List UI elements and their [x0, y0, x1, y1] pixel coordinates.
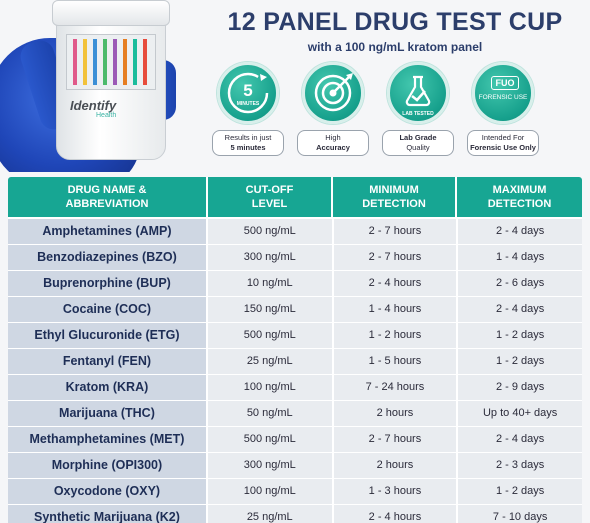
cutoff-cell: 300 ng/mL: [207, 453, 332, 478]
max-detection-cell: 2 - 9 days: [458, 375, 582, 400]
page-title: 12 PANEL DRUG TEST CUP: [227, 8, 563, 36]
badge-label: Intended For Forensic Use Only: [467, 130, 539, 156]
table-row: Ethyl Glucuronide (ETG) 500 ng/mL 1 - 2 ho…: [8, 323, 582, 348]
cutoff-cell: 25 ng/mL: [207, 349, 332, 374]
fuo-text: FUO: [491, 76, 519, 90]
max-detection-cell: Up to 40+ days: [458, 401, 582, 426]
max-detection-cell: 2 - 3 days: [458, 453, 582, 478]
table-row: Oxycodone (OXY) 100 ng/mL 1 - 3 hours 1 - 2…: [8, 479, 582, 504]
product-image: Identify Health: [0, 0, 190, 172]
min-detection-cell: 1 - 3 hours: [333, 479, 457, 504]
cutoff-cell: 500 ng/mL: [207, 323, 332, 348]
badge-accuracy: High Accuracy: [290, 62, 376, 156]
badge-icon-text: LAB TESTED: [402, 111, 434, 117]
table-row: Marijuana (THC) 50 ng/mL 2 hours Up to 40+ …: [8, 401, 582, 426]
table-row: Synthetic Marijuana (K2) 25 ng/mL 2 - 4 ho…: [8, 505, 582, 523]
header-minimum-detection: MINIMUM DETECTION: [333, 177, 457, 217]
cutoff-cell: 300 ng/mL: [207, 245, 332, 270]
table-row: Amphetamines (AMP) 500 ng/mL 2 - 7 hours 2 …: [8, 219, 582, 244]
table-row: Methamphetamines (MET) 500 ng/mL 2 - 7 hou…: [8, 427, 582, 452]
cup-brand-logo: Identify: [70, 98, 117, 113]
table-row: Morphine (OPI300) 300 ng/mL 2 hours 2 - 3 d…: [8, 453, 582, 478]
badge-forensic-use: FUO FORENSIC USE Intended For Forensic U…: [460, 62, 546, 156]
min-detection-cell: 1 - 2 hours: [333, 323, 457, 348]
drug-name-cell: Synthetic Marijuana (K2): [8, 505, 206, 523]
cutoff-cell: 500 ng/mL: [207, 219, 332, 244]
table-row: Kratom (KRA) 100 ng/mL 7 - 24 hours 2 - 9 d…: [8, 375, 582, 400]
min-detection-cell: 7 - 24 hours: [333, 375, 457, 400]
drug-name-cell: Methamphetamines (MET): [8, 427, 206, 452]
max-detection-cell: 2 - 4 days: [458, 297, 582, 322]
min-detection-cell: 2 hours: [333, 453, 457, 478]
table-row: Fentanyl (FEN) 25 ng/mL 1 - 5 hours 1 - 2 d…: [8, 349, 582, 374]
table-row: Buprenorphine (BUP) 10 ng/mL 2 - 4 hours 2 …: [8, 271, 582, 296]
badge-5-minutes: 5 MINUTES Results in just 5 minutes: [205, 62, 291, 156]
max-detection-cell: 1 - 2 days: [458, 479, 582, 504]
table-body: Amphetamines (AMP) 500 ng/mL 2 - 7 hours 2 …: [8, 217, 582, 523]
cutoff-cell: 100 ng/mL: [207, 479, 332, 504]
drug-name-cell: Buprenorphine (BUP): [8, 271, 206, 296]
drug-name-cell: Marijuana (THC): [8, 401, 206, 426]
cup-brand-sub: Health: [96, 112, 117, 119]
min-detection-cell: 1 - 5 hours: [333, 349, 457, 374]
header-cutoff-level: CUT-OFF LEVEL: [208, 177, 333, 217]
max-detection-cell: 7 - 10 days: [458, 505, 582, 523]
badge-label: High Accuracy: [297, 130, 369, 156]
target-icon: [302, 62, 364, 124]
min-detection-cell: 1 - 4 hours: [333, 297, 457, 322]
badge-label: Results in just 5 minutes: [212, 130, 284, 156]
cutoff-cell: 25 ng/mL: [207, 505, 332, 523]
drug-name-cell: Oxycodone (OXY): [8, 479, 206, 504]
cutoff-cell: 100 ng/mL: [207, 375, 332, 400]
drug-name-cell: Cocaine (COC): [8, 297, 206, 322]
badge-icon-number: 5: [243, 81, 252, 100]
fuo-subtext: FORENSIC USE: [478, 94, 528, 101]
test-strips: [66, 34, 156, 90]
badge-icon-subtext: MINUTES: [237, 101, 260, 107]
min-detection-cell: 2 - 7 hours: [333, 245, 457, 270]
table-row: Benzodiazepines (BZO) 300 ng/mL 2 - 7 hour…: [8, 245, 582, 270]
drug-name-cell: Morphine (OPI300): [8, 453, 206, 478]
drug-name-cell: Kratom (KRA): [8, 375, 206, 400]
min-detection-cell: 2 hours: [333, 401, 457, 426]
min-detection-cell: 2 - 7 hours: [333, 219, 457, 244]
drug-name-cell: Fentanyl (FEN): [8, 349, 206, 374]
cutoff-cell: 10 ng/mL: [207, 271, 332, 296]
drug-name-cell: Benzodiazepines (BZO): [8, 245, 206, 270]
max-detection-cell: 1 - 4 days: [458, 245, 582, 270]
cutoff-cell: 150 ng/mL: [207, 297, 332, 322]
table-header: DRUG NAME & ABBREVIATION CUT-OFF LEVEL MIN…: [8, 177, 582, 217]
drug-detection-table: DRUG NAME & ABBREVIATION CUT-OFF LEVEL MIN…: [8, 177, 582, 523]
drug-name-cell: Ethyl Glucuronide (ETG): [8, 323, 206, 348]
table-row: Cocaine (COC) 150 ng/mL 1 - 4 hours 2 - 4 d…: [8, 297, 582, 322]
header-maximum-detection: MAXIMUM DETECTION: [487, 184, 552, 210]
header-drug-name: DRUG NAME & ABBREVIATION: [8, 177, 208, 217]
cutoff-cell: 500 ng/mL: [207, 427, 332, 452]
badge-lab-tested: LAB TESTED Lab Grade Quality: [375, 62, 461, 156]
badge-label: Lab Grade Quality: [382, 130, 454, 156]
max-detection-cell: 2 - 4 days: [458, 219, 582, 244]
max-detection-cell: 1 - 2 days: [458, 323, 582, 348]
page-subtitle: with a 100 ng/mL kratom panel: [307, 40, 483, 54]
test-cup-lid: [52, 0, 170, 26]
fuo-icon: FUO FORENSIC USE: [472, 62, 534, 124]
min-detection-cell: 2 - 4 hours: [333, 271, 457, 296]
lab-flask-icon: LAB TESTED: [387, 62, 449, 124]
max-detection-cell: 1 - 2 days: [458, 349, 582, 374]
min-detection-cell: 2 - 7 hours: [333, 427, 457, 452]
cutoff-cell: 50 ng/mL: [207, 401, 332, 426]
max-detection-cell: 2 - 4 days: [458, 427, 582, 452]
clock-5-minutes-icon: 5 MINUTES: [217, 62, 279, 124]
min-detection-cell: 2 - 4 hours: [333, 505, 457, 523]
drug-name-cell: Amphetamines (AMP): [8, 219, 206, 244]
max-detection-cell: 2 - 6 days: [458, 271, 582, 296]
